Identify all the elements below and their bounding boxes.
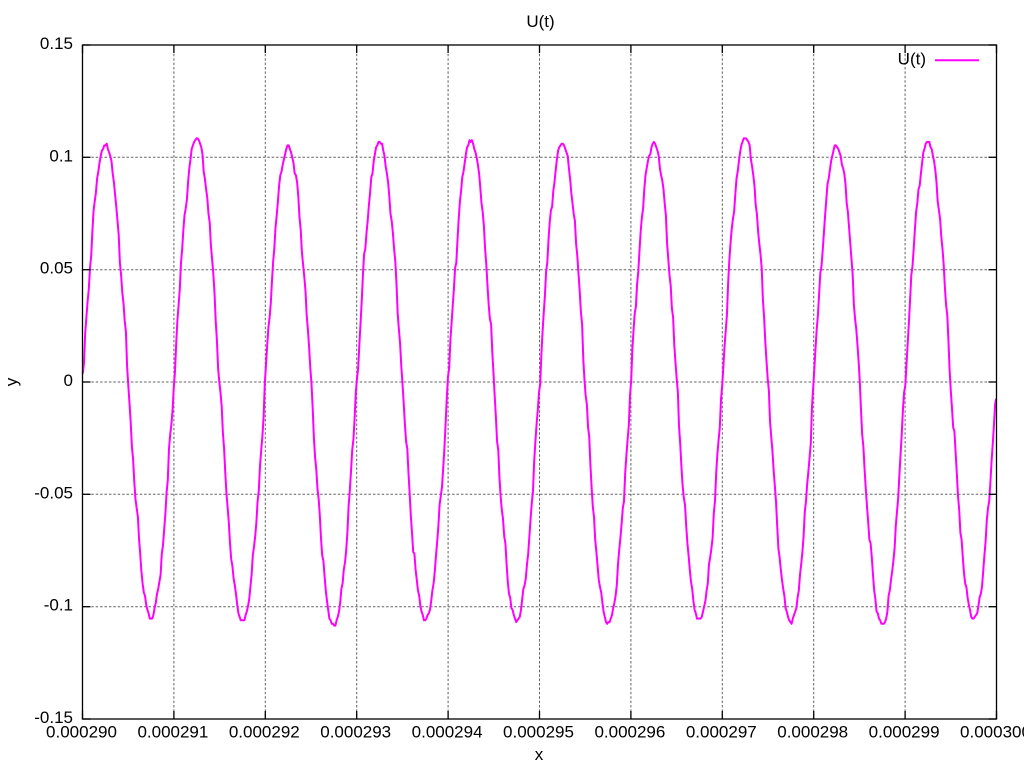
svg-text:0.1: 0.1 [49,146,73,165]
svg-text:0.000292: 0.000292 [229,723,300,742]
svg-text:-0.15: -0.15 [34,708,73,727]
svg-text:-0.05: -0.05 [34,483,73,502]
svg-text:x: x [535,745,544,764]
svg-text:U(t): U(t) [526,12,554,31]
svg-text:0.15: 0.15 [40,34,73,53]
svg-text:0.000290: 0.000290 [46,723,117,742]
svg-text:0.000294: 0.000294 [412,723,483,742]
svg-text:0.000296: 0.000296 [594,723,665,742]
svg-text:y: y [2,377,21,386]
svg-text:0.000293: 0.000293 [320,723,391,742]
svg-text:0.000298: 0.000298 [777,723,848,742]
svg-text:0.05: 0.05 [40,259,73,278]
svg-text:0.000295: 0.000295 [503,723,574,742]
svg-text:0.000291: 0.000291 [137,723,208,742]
svg-text:0.000299: 0.000299 [869,723,940,742]
svg-text:0.000300: 0.000300 [960,723,1024,742]
svg-text:-0.1: -0.1 [44,596,73,615]
svg-text:U(t): U(t) [898,50,926,69]
svg-text:0: 0 [64,371,73,390]
svg-text:0.000297: 0.000297 [686,723,757,742]
